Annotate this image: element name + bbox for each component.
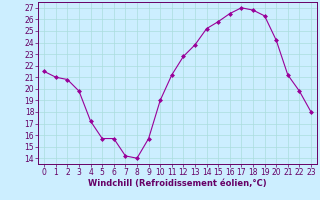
X-axis label: Windchill (Refroidissement éolien,°C): Windchill (Refroidissement éolien,°C) <box>88 179 267 188</box>
